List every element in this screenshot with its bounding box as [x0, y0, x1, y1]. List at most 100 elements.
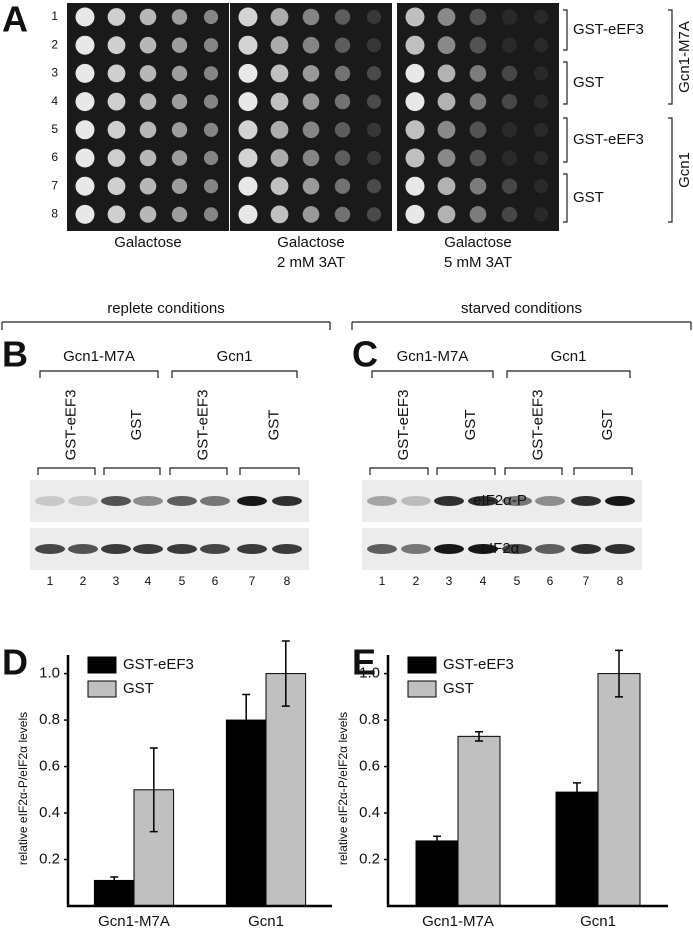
- yeast-spot: [501, 150, 518, 166]
- condition-label: replete conditions: [107, 300, 225, 317]
- yeast-spot: [405, 92, 425, 112]
- yeast-spot: [270, 177, 289, 196]
- yeast-spot: [302, 93, 320, 110]
- x-tick-label: Gcn1-M7A: [98, 913, 170, 930]
- x-tick-label: Gcn1-M7A: [422, 913, 494, 930]
- group-label: GST: [462, 410, 479, 441]
- error-bar: [281, 640, 290, 707]
- yeast-spot: [366, 122, 382, 137]
- yeast-spot: [533, 9, 549, 25]
- bar: [555, 791, 599, 907]
- band: [167, 544, 197, 554]
- group-bracket: [563, 117, 568, 163]
- band: [367, 496, 397, 506]
- yeast-spot: [469, 206, 487, 223]
- strain-bracket: [39, 370, 159, 378]
- band: [35, 544, 65, 554]
- band: [133, 496, 163, 506]
- panel-label: C: [352, 334, 378, 375]
- yeast-spot: [533, 38, 549, 53]
- legend-swatch: [407, 656, 437, 674]
- yeast-spot: [270, 64, 289, 83]
- yeast-spot: [75, 204, 95, 224]
- error-bar: [433, 835, 441, 847]
- yeast-spot: [171, 206, 188, 223]
- yeast-spot: [270, 8, 289, 26]
- strain-label: Gcn1: [217, 348, 253, 365]
- yeast-spot: [366, 94, 382, 109]
- yeast-spot: [270, 36, 289, 55]
- yeast-spot: [334, 122, 351, 138]
- row-number: 8: [51, 207, 58, 221]
- band: [272, 544, 302, 554]
- x-tick-label: Gcn1: [580, 913, 616, 930]
- lane-number: 3: [446, 574, 453, 588]
- error-bar: [110, 876, 119, 885]
- y-tick-label: 1.0: [39, 665, 60, 682]
- yeast-spot: [366, 150, 382, 166]
- lane-number: 2: [413, 574, 420, 588]
- band: [68, 544, 98, 554]
- yeast-spot: [405, 204, 425, 224]
- strain-bracket: [506, 370, 631, 378]
- yeast-spot: [238, 176, 258, 196]
- yeast-spot: [238, 120, 258, 140]
- yeast-spot: [75, 92, 95, 112]
- yeast-spot: [203, 122, 219, 137]
- band: [68, 496, 98, 506]
- lane-number: 1: [379, 574, 386, 588]
- lane-number: 5: [514, 574, 521, 588]
- blot-row-label: eIF2α: [481, 540, 520, 557]
- lane-number: 8: [617, 574, 624, 588]
- lane-number: 7: [583, 574, 590, 588]
- y-axis-label: relative eIF2α-P/eIF2α levels: [336, 712, 350, 865]
- band: [237, 496, 267, 506]
- yeast-spot: [203, 150, 219, 166]
- y-tick-label: 0.8: [359, 711, 380, 728]
- yeast-spot: [238, 204, 258, 224]
- group-bracket: [563, 61, 568, 105]
- yeast-spot: [75, 35, 95, 55]
- band: [367, 544, 397, 554]
- yeast-spot: [75, 7, 95, 27]
- yeast-spot: [366, 179, 382, 194]
- y-tick-label: 1.0: [359, 665, 380, 682]
- yeast-spot: [302, 8, 320, 26]
- yeast-spot: [501, 122, 518, 138]
- yeast-spot: [171, 37, 188, 53]
- plate-label: Galactose: [277, 234, 345, 251]
- group-bracket: [436, 467, 496, 475]
- error-bar: [475, 730, 483, 742]
- y-tick-label: 0.6: [39, 758, 60, 775]
- yeast-spot: [501, 37, 518, 53]
- plate-label: Galactose: [444, 234, 512, 251]
- y-axis-label: relative eIF2α-P/eIF2α levels: [16, 712, 30, 865]
- legend-swatch: [87, 680, 117, 698]
- yeast-spot: [405, 148, 425, 168]
- yeast-spot: [533, 150, 549, 166]
- group-bracket: [573, 467, 633, 475]
- yeast-spot: [171, 65, 188, 82]
- yeast-spot: [302, 65, 320, 82]
- legend-label: GST-eEF3: [443, 656, 514, 673]
- band: [200, 496, 230, 506]
- yeast-spot: [171, 178, 188, 194]
- yeast-spot: [107, 120, 126, 139]
- yeast-spot: [405, 120, 425, 140]
- yeast-spot: [334, 9, 351, 25]
- strain-label: Gcn1: [676, 152, 693, 188]
- yeast-spot: [334, 65, 351, 82]
- band: [167, 496, 197, 506]
- group-label: GST: [128, 410, 145, 441]
- yeast-spot: [238, 92, 258, 112]
- group-label: GST-eEF3: [573, 131, 644, 148]
- lane-number: 7: [249, 574, 256, 588]
- group-bracket: [37, 467, 96, 475]
- group-label: GST: [265, 410, 282, 441]
- strain-bracket: [371, 370, 494, 378]
- group-label: GST-eEF3: [62, 390, 79, 461]
- band: [401, 544, 431, 554]
- lane-number: 4: [145, 574, 152, 588]
- group-label: GST: [573, 74, 604, 91]
